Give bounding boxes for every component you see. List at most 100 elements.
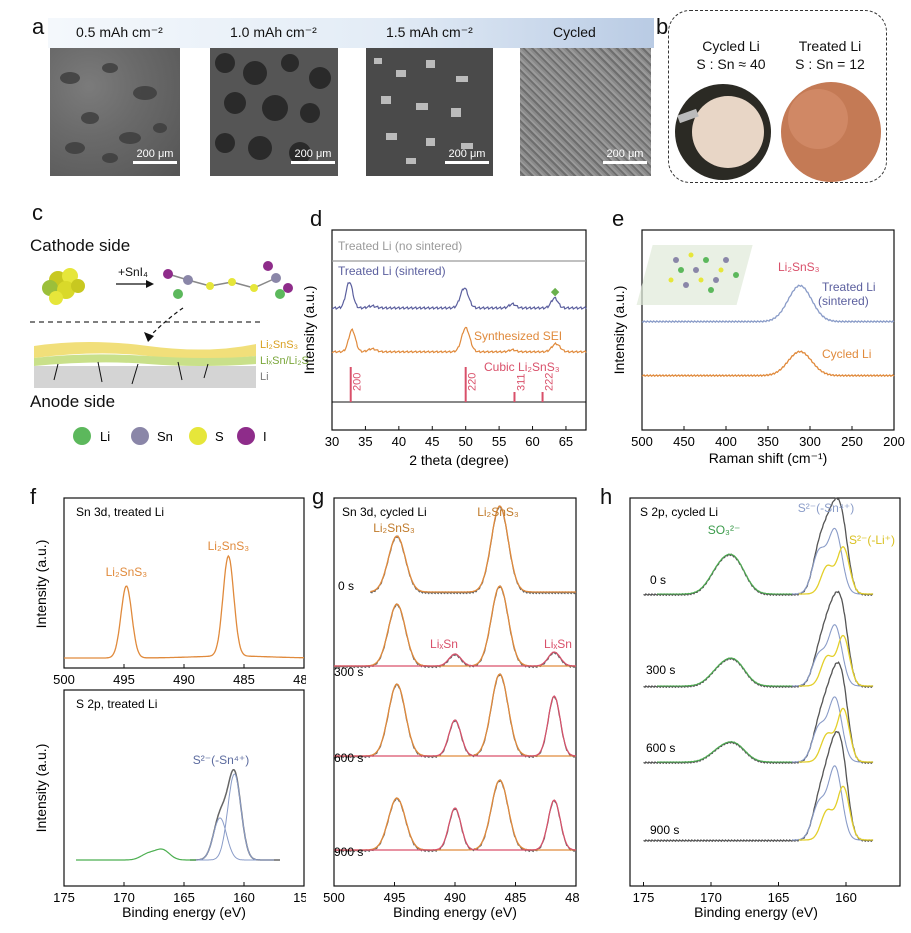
panel-label-c: c — [32, 200, 43, 225]
chart-h-raw-0 — [643, 497, 874, 597]
chart-h-raw-2 — [643, 661, 874, 765]
treated-li-photo-highlight — [788, 89, 848, 149]
chart-f-top-tick-label-485: 485 — [233, 672, 255, 687]
chart-e-tick-label-250: 250 — [841, 434, 863, 449]
chart-f-bottom-peak-label: S²⁻(-Sn⁴⁺) — [193, 753, 250, 767]
chart-f-bottom-envelope — [190, 768, 280, 861]
chart-h-label-sn: S²⁻(-Sn⁴⁺) — [798, 501, 855, 515]
legend-text-li: Li — [100, 429, 110, 444]
cycled-li-title: Cycled Li — [702, 38, 760, 54]
chart-d-tick-label-55: 55 — [492, 434, 506, 449]
chart-h-xlabel: Binding energy (eV) — [694, 904, 818, 920]
chart-g: Sn 3d, cycled Li Binding energy (eV) 500… — [323, 497, 580, 920]
scalebar-3-label: 200 μm — [448, 148, 486, 160]
anode-side-label: Anode side — [30, 392, 116, 411]
chart-e-tick-label-200: 200 — [883, 434, 905, 449]
chart-f-bottom-tick-label-175: 175 — [53, 890, 75, 905]
chart-d-tick-label-65: 65 — [559, 434, 573, 449]
chart-f-top-peak-label-2: Li₂SnS₃ — [208, 539, 250, 553]
chart-h-fit-sn-0 — [792, 527, 873, 595]
chart-h: S 2p, cycled Li Binding energy (eV) 175 1… — [629, 497, 901, 920]
panel-label-b: b — [656, 14, 669, 39]
dendrite-lines — [53, 361, 209, 385]
chart-h-raw-1 — [643, 590, 874, 689]
atom-legend: Li Sn S I — [73, 427, 267, 445]
chart-d-tick-label-40: 40 — [392, 434, 406, 449]
chart-g-time-300: 300 s — [334, 665, 363, 679]
chart-h-frame — [629, 497, 901, 887]
chart-e-tick-label-300: 300 — [799, 434, 821, 449]
chart-d-xlabel: 2 theta (degree) — [409, 452, 509, 468]
chart-f-top-series — [64, 554, 304, 659]
panel-label-h: h — [600, 484, 613, 509]
cycled-li-ratio: S : Sn ≈ 40 — [696, 56, 766, 72]
chart-d-label-ref: Cubic Li₂SnS₃ — [484, 360, 560, 374]
panel-b-dashed-box — [668, 10, 887, 183]
scalebar-2: 200 μm — [288, 148, 338, 164]
layer-label-li: Li — [260, 371, 269, 383]
chart-g-fit-li2sns3-0 — [370, 505, 576, 593]
panel-c-schematic — [30, 261, 293, 388]
chart-h-time-300: 300 s — [646, 663, 675, 677]
chart-g-label-lixsn-1: LiₓSn — [430, 637, 458, 651]
chart-d-ticks: 30 35 40 45 50 55 60 65 — [325, 426, 573, 449]
chart-d-tick-label-50: 50 — [458, 434, 472, 449]
chart-h-ticks: 175 170 165 160 — [633, 882, 857, 905]
cathode-side-label: Cathode side — [30, 236, 131, 255]
chart-h-time-900: 900 s — [650, 823, 679, 837]
sem-texture-1 — [60, 63, 167, 163]
chart-e-series-cycled — [641, 350, 895, 378]
chart-d-label-nosinter: Treated Li (no sintered) — [338, 239, 462, 253]
chart-f-bottom-ticks: 175 170 165 160 155 — [53, 882, 306, 905]
legend-text-sn: Sn — [157, 429, 173, 444]
chart-d-series-sintered — [331, 281, 587, 310]
scalebar-2-label: 200 μm — [294, 148, 332, 160]
chart-g-tick-label-485: 485 — [505, 890, 527, 905]
chart-f-top-tick-label-495: 495 — [113, 672, 135, 687]
chart-h-raw-3 — [643, 731, 874, 843]
sem-image-2: 200 μm — [210, 48, 338, 176]
layer-li — [34, 366, 256, 388]
chart-h-fit-so3-0 — [657, 553, 792, 595]
chart-g-raw-3 — [333, 779, 577, 853]
chart-g-title: Sn 3d, cycled Li — [342, 505, 427, 519]
sem-image-4: 200 μm — [520, 48, 651, 176]
chart-h-tick-label-160: 160 — [835, 890, 857, 905]
legend-dot-s — [189, 427, 207, 445]
chart-d-tick-label-35: 35 — [358, 434, 372, 449]
legend-text-s: S — [215, 429, 224, 444]
legend-dot-sn — [131, 427, 149, 445]
chart-e-label-treated-2: (sintered) — [818, 294, 869, 308]
layer-lixsn — [34, 354, 256, 366]
chart-d-frame — [331, 229, 587, 431]
chart-g-time-900: 900 s — [334, 845, 363, 859]
panel-b-photos — [675, 82, 881, 182]
chart-f-top-tick-label-500: 500 — [53, 672, 75, 687]
curved-arrow — [147, 307, 184, 339]
panel-label-e: e — [612, 206, 625, 231]
sem-texture-2 — [215, 53, 331, 164]
chart-h-title: S 2p, cycled Li — [640, 505, 718, 519]
chart-f-bottom-tick-label-155: 155 — [293, 890, 306, 905]
cycled-li-photo-disc — [692, 96, 764, 168]
chart-d-label-sintered: Treated Li (sintered) — [338, 264, 446, 278]
chart-d-ref-hkl-220: 220 — [467, 373, 479, 391]
chart-e-tick-label-400: 400 — [715, 434, 737, 449]
chart-f-bottom-tick-label-160: 160 — [233, 890, 255, 905]
chart-h-label-so3: SO₃²⁻ — [708, 523, 741, 537]
chart-e-label-treated-1: Treated Li — [822, 280, 876, 294]
chart-e-tick-label-500: 500 — [631, 434, 653, 449]
chart-g-raw-1 — [333, 585, 577, 669]
scalebar-4: 200 μm — [600, 148, 650, 164]
chart-d-label-sei: Synthesized SEI — [474, 329, 562, 343]
chart-f-top-ylabel: Intensity (a.u.) — [33, 540, 49, 629]
chart-e-ticks: 500 450 400 350 300 250 200 — [631, 426, 905, 449]
scalebar-1-label: 200 μm — [136, 148, 174, 160]
chart-f-bottom-frame — [63, 689, 305, 887]
chart-e-tick-label-350: 350 — [757, 434, 779, 449]
chart-f-bottom-title: S 2p, treated Li — [76, 697, 157, 711]
chain-atoms — [163, 261, 293, 299]
chart-f-top-peak-label-1: Li₂SnS₃ — [106, 565, 148, 579]
chart-h-time-0: 0 s — [650, 573, 666, 587]
chart-d: Intensity (a.u.) 2 theta (degree) 30 35 40… — [301, 229, 587, 468]
